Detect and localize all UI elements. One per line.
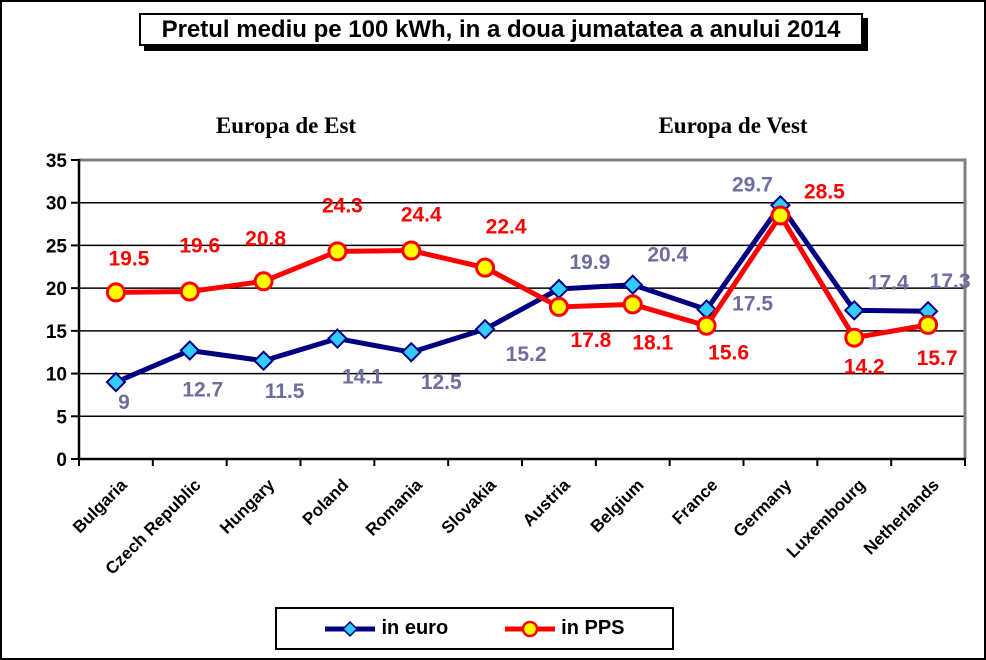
y-tick-label: 25 <box>46 236 68 257</box>
marker-in-euro-belgium <box>622 274 644 296</box>
legend-marker-in-pps <box>521 620 539 637</box>
data-label-in-pps-netherlands: 15.7 <box>917 347 958 370</box>
marker-in-pps-belgium <box>622 294 643 315</box>
x-category-label-austria: Austria <box>519 475 574 530</box>
y-tick-label: 15 <box>46 322 68 343</box>
legend-label-in-euro: in euro <box>381 617 449 639</box>
marker-in-euro-austria <box>548 278 570 300</box>
marker-in-euro-czech-republic <box>179 340 201 361</box>
legend-item-in-pps: in PPS <box>504 617 625 640</box>
x-category-label-poland: Poland <box>299 475 353 529</box>
data-label-in-euro-luxembourg: 17.4 <box>868 271 909 294</box>
data-label-in-pps-austria: 17.8 <box>570 329 611 352</box>
chart-title-box: Pretul mediu pe 100 kWh, in a doua jumat… <box>139 13 863 46</box>
data-label-in-pps-poland: 24.3 <box>322 194 363 217</box>
marker-in-pps-slovakia <box>475 257 496 278</box>
y-tick-label: 30 <box>46 194 67 215</box>
data-label-in-euro-france: 17.5 <box>732 293 773 316</box>
data-label-in-pps-belgium: 18.1 <box>632 331 673 354</box>
data-label-in-euro-belgium: 20.4 <box>647 244 688 267</box>
marker-in-pps-netherlands <box>918 314 939 335</box>
legend-box: in euro in PPS <box>275 607 674 650</box>
marker-in-pps-poland <box>327 241 348 262</box>
x-category-label-slovakia: Slovakia <box>438 475 501 538</box>
marker-in-pps-czech-republic <box>179 281 200 302</box>
data-label-in-pps-france: 15.6 <box>708 342 749 365</box>
data-label-in-pps-romania: 24.4 <box>401 204 442 227</box>
marker-in-euro-romania <box>400 341 422 363</box>
data-label-in-pps-czech-republic: 19.6 <box>179 235 220 258</box>
y-tick-label: 35 <box>46 151 68 172</box>
marker-in-pps-france <box>696 315 717 336</box>
x-category-label-luxembourg: Luxembourg <box>783 475 869 561</box>
data-label-in-euro-romania: 12.5 <box>421 371 462 394</box>
y-tick-label: 10 <box>46 365 67 386</box>
x-category-label-france: France <box>669 475 722 528</box>
x-category-label-hungary: Hungary <box>216 475 279 538</box>
region-label-west: Europa de Vest <box>658 113 808 138</box>
marker-in-euro-slovakia <box>474 318 496 340</box>
data-label-in-pps-bulgaria: 19.5 <box>108 247 149 270</box>
y-tick-label: 20 <box>46 279 67 300</box>
chart-title: Pretul mediu pe 100 kWh, in a doua jumat… <box>161 15 841 43</box>
region-label-east: Europa de Est <box>215 113 357 138</box>
data-label-in-euro-slovakia: 15.2 <box>506 343 547 366</box>
euro-series-swatch-icon <box>325 620 376 637</box>
x-category-label-romania: Romania <box>362 475 427 540</box>
marker-in-euro-bulgaria <box>105 371 127 393</box>
series-line-in-euro <box>113 202 931 385</box>
legend-item-in-euro: in euro <box>324 617 448 640</box>
data-label-in-pps-luxembourg: 14.2 <box>844 356 885 379</box>
series-line-in-pps <box>113 213 931 341</box>
data-label-in-euro-hungary: 11.5 <box>265 380 305 403</box>
marker-in-euro-hungary <box>253 350 274 372</box>
data-label-in-euro-austria: 19.9 <box>569 251 610 274</box>
legend-marker-in-euro <box>342 620 359 637</box>
y-tick-label: 0 <box>56 450 67 471</box>
marker-in-pps-austria <box>548 296 569 317</box>
x-category-label-netherlands: Netherlands <box>860 475 943 558</box>
marker-in-pps-germany <box>770 205 791 226</box>
data-label-in-pps-hungary: 20.8 <box>245 227 286 250</box>
marker-in-pps-romania <box>401 240 422 261</box>
marker-in-pps-luxembourg <box>844 327 865 348</box>
data-label-in-euro-bulgaria: 9 <box>118 391 130 414</box>
data-label-in-pps-slovakia: 22.4 <box>486 216 527 239</box>
marker-in-pps-hungary <box>253 271 274 292</box>
x-category-label-belgium: Belgium <box>587 475 648 536</box>
marker-in-pps-bulgaria <box>105 282 126 303</box>
y-tick-label: 5 <box>56 407 67 428</box>
data-label-in-euro-poland: 14.1 <box>342 366 383 389</box>
pps-series-swatch-icon <box>505 620 556 637</box>
data-label-in-euro-netherlands: 17.3 <box>930 270 971 293</box>
legend-label-in-pps: in PPS <box>561 617 625 639</box>
x-category-label-bulgaria: Bulgaria <box>69 475 131 537</box>
marker-in-euro-luxembourg <box>843 299 865 321</box>
data-label-in-euro-czech-republic: 12.7 <box>182 379 223 402</box>
data-label-in-euro-germany: 29.7 <box>732 173 773 196</box>
x-category-label-germany: Germany <box>730 475 796 541</box>
data-label-in-pps-germany: 28.5 <box>804 181 845 204</box>
marker-in-euro-poland <box>327 328 348 349</box>
